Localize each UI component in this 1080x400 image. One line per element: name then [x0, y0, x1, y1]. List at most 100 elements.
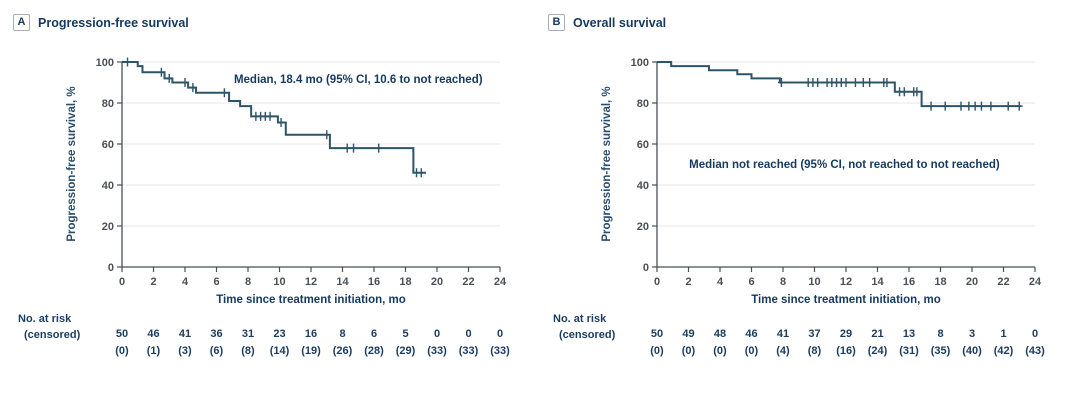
y-tick-label: 60	[637, 139, 649, 151]
panel-a-header: A Progression-free survival	[13, 14, 189, 31]
panel-b-tag: B	[548, 14, 565, 31]
at-risk-count: 46	[147, 328, 160, 340]
at-risk-label-a: No. at risk	[18, 313, 72, 325]
at-risk-count: 5	[402, 328, 409, 340]
y-axis-label-b: Progression-free survival, %	[601, 86, 613, 242]
x-tick-label: 8	[245, 276, 251, 288]
at-risk-count: 41	[776, 328, 790, 340]
y-tick-label: 100	[96, 57, 114, 69]
censored-count: (31)	[899, 345, 919, 357]
at-risk-count: 31	[241, 328, 255, 340]
at-risk-count: 29	[839, 328, 853, 340]
censored-count: (4)	[776, 345, 790, 357]
x-tick-label: 12	[305, 276, 317, 288]
at-risk-count: 50	[115, 328, 129, 340]
y-tick-label: 0	[643, 262, 649, 274]
median-annotation-a: Median, 18.4 mo (95% CI, 10.6 to not rea…	[233, 74, 483, 87]
censored-count: (33)	[458, 345, 479, 357]
censored-count: (33)	[490, 345, 510, 357]
y-tick-label: 40	[637, 180, 649, 192]
panel-a-tag: A	[13, 14, 30, 31]
censored-counts-row-a: (0) (1) (3) (6) (8) (14) (19) (26) (28) (29) (33) (…	[0, 345, 540, 358]
y-tick-label: 0	[108, 262, 114, 274]
y-tick-label: 100	[631, 57, 649, 69]
x-tick-label: 20	[431, 276, 443, 288]
at-risk-count: 23	[273, 328, 286, 340]
panel-b: B Overall survival 0 20 40 60 80 100 0 2 4 6 8 10 12…	[535, 0, 1080, 400]
at-risk-count: 41	[178, 328, 192, 340]
panel-a-title: Progression-free survival	[38, 15, 189, 30]
x-axis-label-a: Time since treatment initiation, mo	[216, 294, 406, 306]
at-risk-count: 0	[465, 328, 472, 340]
censored-count: (19)	[301, 345, 321, 357]
panel-a: A Progression-free survival 0 20 40 60 80 100…	[0, 14, 540, 358]
at-risk-count: 3	[968, 328, 976, 340]
at-risk-count: 0	[1031, 328, 1039, 340]
censored-count: (0)	[115, 345, 129, 357]
y-tick-label: 80	[102, 98, 114, 110]
censored-count: (33)	[427, 345, 447, 357]
censored-count: (28)	[364, 345, 384, 357]
median-annotation-b: Median not reached (95% CI, not reached …	[689, 158, 1000, 171]
at-risk-count: 0	[496, 328, 504, 340]
censored-count: (0)	[744, 345, 759, 357]
at-risk-count: 49	[682, 328, 695, 340]
x-tick-label: 18	[934, 276, 946, 288]
at-risk-count: 48	[713, 328, 727, 340]
at-risk-count: 6	[370, 328, 378, 340]
at-risk-counts-row-b: 50 49 48 46 41 37 29 21 13 8 3 1 0	[535, 328, 1080, 341]
censored-count: (43)	[1025, 345, 1045, 357]
at-risk-count: 50	[650, 328, 664, 340]
x-tick-label: 16	[368, 276, 380, 288]
censored-count: (26)	[332, 345, 353, 357]
y-tick-label: 20	[102, 221, 114, 233]
x-tick-label: 2	[150, 276, 156, 288]
x-tick-label: 22	[462, 276, 474, 288]
panel-b-title: Overall survival	[573, 15, 667, 30]
x-tick-label: 14	[336, 276, 349, 288]
km-curve	[657, 61, 1021, 108]
censored-label-b: (censored)	[559, 329, 616, 341]
x-tick-label: 0	[654, 276, 660, 288]
at-risk-count: 21	[871, 328, 884, 340]
censored-count: (8)	[807, 345, 822, 357]
censored-count: (42)	[993, 345, 1014, 357]
at-risk-count: 16	[304, 328, 318, 340]
censored-count: (29)	[395, 345, 416, 357]
censored-count: (16)	[836, 345, 856, 357]
x-tick-label: 24	[494, 276, 507, 288]
at-risk-count: 0	[433, 328, 441, 340]
x-tick-label: 10	[273, 276, 285, 288]
censored-count: (35)	[930, 345, 951, 357]
censored-label-a: (censored)	[24, 329, 81, 341]
x-tick-label: 4	[182, 276, 189, 288]
x-tick-label: 8	[780, 276, 786, 288]
x-tick-label: 6	[213, 276, 219, 288]
at-risk-count: 13	[902, 328, 916, 340]
x-tick-label: 22	[997, 276, 1009, 288]
x-tick-label: 20	[966, 276, 978, 288]
x-tick-label: 16	[903, 276, 915, 288]
censored-count: (3)	[178, 345, 192, 357]
at-risk-count: 36	[210, 328, 223, 340]
censored-count: (0)	[713, 345, 727, 357]
x-tick-label: 10	[808, 276, 820, 288]
y-tick-label: 20	[637, 221, 649, 233]
x-tick-label: 6	[748, 276, 754, 288]
x-tick-label: 0	[119, 276, 125, 288]
y-tick-label: 40	[102, 180, 114, 192]
censor-ticks	[777, 78, 1023, 111]
panel-b-header: B Overall survival	[548, 14, 666, 31]
at-risk-count: 37	[808, 328, 821, 340]
at-risk-count: 8	[937, 328, 944, 340]
censored-count: (6)	[209, 345, 224, 357]
censored-count: (8)	[241, 345, 255, 357]
x-tick-label: 2	[685, 276, 691, 288]
censored-count: (0)	[681, 345, 696, 357]
at-risk-label-b: No. at risk	[553, 313, 607, 325]
x-tick-label: 14	[871, 276, 884, 288]
y-tick-label: 80	[637, 98, 649, 110]
x-tick-label: 24	[1029, 276, 1042, 288]
x-tick-label: 12	[840, 276, 852, 288]
